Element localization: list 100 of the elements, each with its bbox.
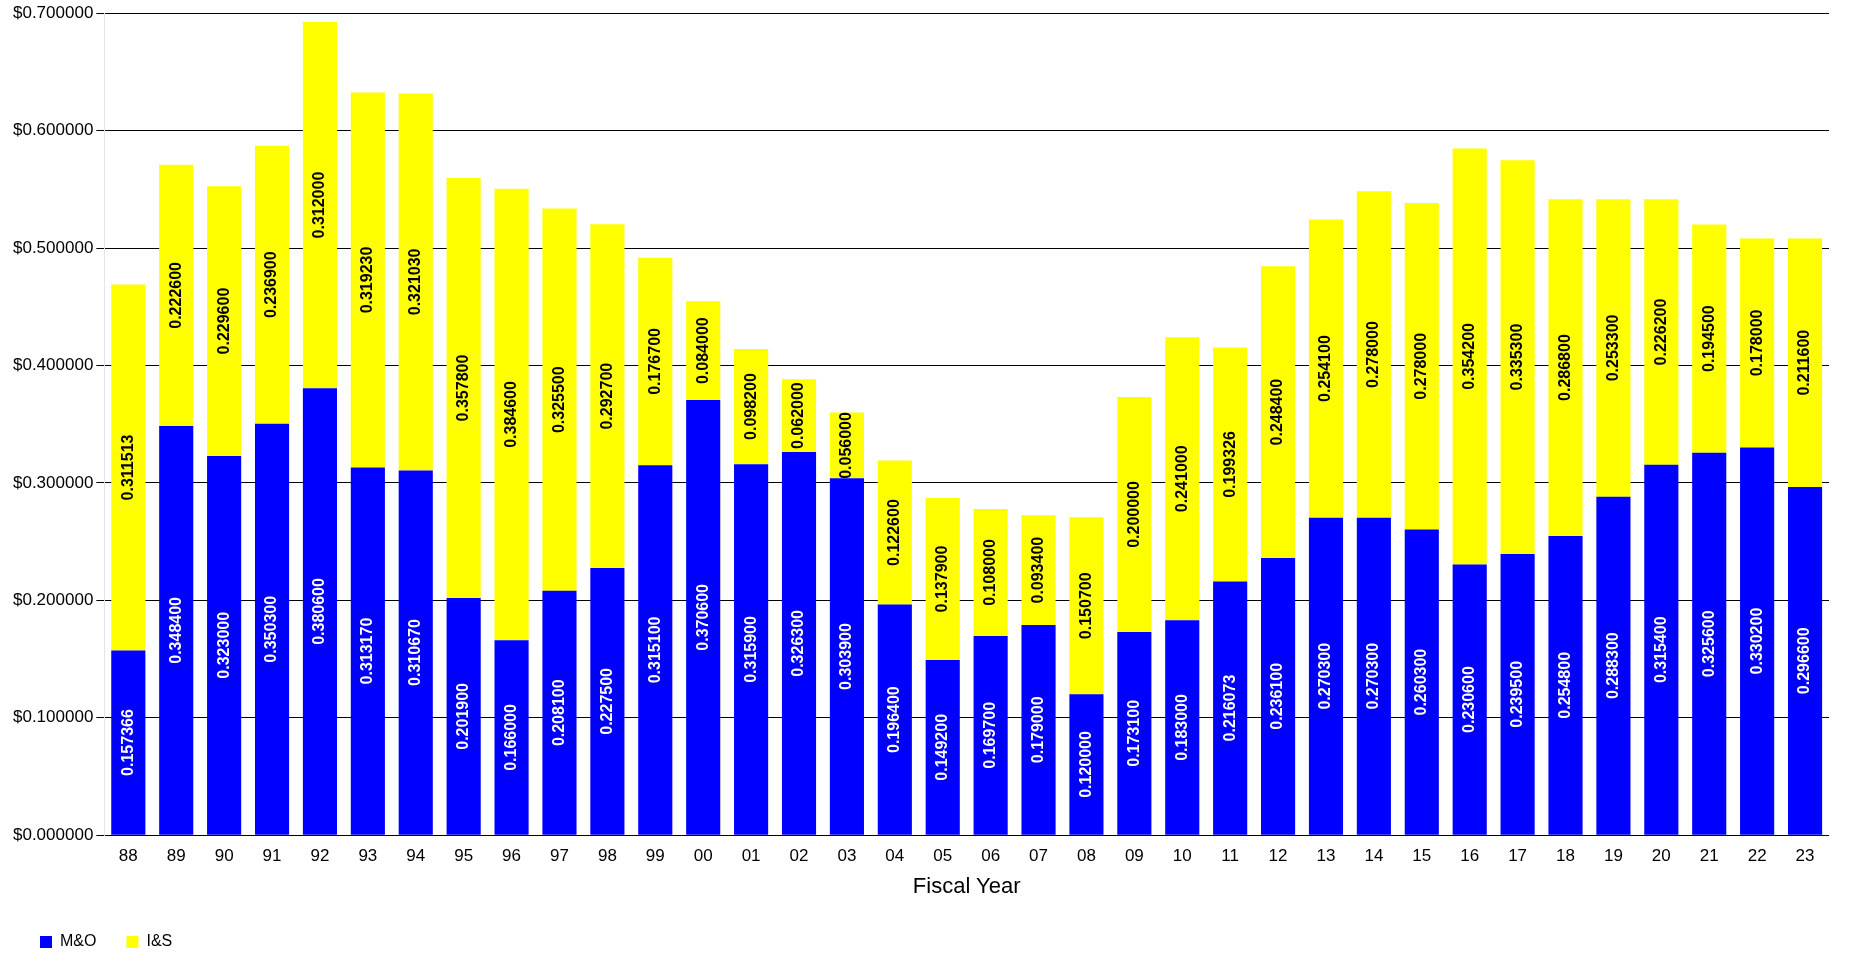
data-label: 0.098200 [741, 373, 759, 440]
bar [590, 224, 625, 569]
data-label: 0.200000 [1124, 481, 1142, 548]
y-tick-label: $0.200000 [12, 590, 94, 610]
bar [1213, 581, 1248, 835]
bar [1692, 224, 1727, 453]
data-label: 0.380600 [310, 578, 328, 645]
x-tick-label: 13 [1316, 846, 1336, 866]
data-label: 0.236100 [1268, 662, 1286, 730]
data-label: 0.229600 [214, 287, 232, 355]
bar [973, 635, 1008, 835]
data-label: 0.288300 [1603, 632, 1621, 700]
data-label: 0.194500 [1699, 305, 1717, 373]
data-label: 0.315100 [645, 616, 663, 684]
x-tick-label: 06 [981, 846, 1001, 866]
data-label: 0.326300 [789, 609, 807, 677]
bar [1213, 347, 1248, 582]
y-tick-label: $0.500000 [12, 237, 94, 257]
bar [494, 188, 529, 641]
x-tick-label: 03 [837, 846, 857, 866]
bar [207, 186, 242, 456]
x-tick-label: 92 [310, 846, 330, 866]
data-label: 0.260300 [1412, 648, 1430, 716]
x-tick-label: 99 [645, 846, 665, 866]
legend-label: I&S [146, 932, 173, 950]
x-tick-label: 17 [1508, 846, 1528, 866]
bar [734, 464, 769, 835]
data-label: 0.312000 [310, 171, 328, 239]
x-tick-label: 18 [1556, 846, 1575, 866]
data-label: 0.239500 [1508, 660, 1526, 728]
x-tick-label: 05 [933, 846, 953, 866]
data-label: 0.311513 [118, 434, 136, 501]
x-tick-label: 11 [1221, 846, 1239, 866]
x-tick-label: 96 [502, 846, 522, 866]
x-tick-label: 91 [262, 846, 282, 866]
bar [446, 598, 481, 835]
data-label: 0.278000 [1412, 332, 1430, 400]
x-tick-label: 21 [1699, 846, 1719, 866]
data-label: 0.236900 [262, 251, 280, 319]
data-label: 0.286800 [1555, 334, 1573, 401]
x-tick-label: 88 [118, 846, 138, 866]
bar [207, 455, 242, 835]
bar [1069, 694, 1104, 835]
data-label: 0.350300 [262, 595, 280, 663]
y-tick-label: $0.300000 [12, 472, 94, 492]
data-label: 0.296600 [1795, 627, 1813, 695]
bar [590, 568, 625, 835]
bar [542, 590, 577, 835]
data-label: 0.211600 [1795, 329, 1813, 396]
bar [494, 640, 529, 835]
data-label: 0.173100 [1124, 699, 1142, 767]
x-tick-label: 15 [1412, 846, 1432, 866]
bar [1261, 266, 1296, 558]
bar [159, 164, 194, 427]
bar [398, 470, 433, 835]
bar [638, 257, 673, 466]
data-label: 0.313170 [358, 617, 376, 685]
bar [111, 284, 146, 651]
data-label: 0.199326 [1220, 430, 1238, 498]
data-label: 0.270300 [1364, 642, 1382, 710]
data-label: 0.321030 [406, 248, 424, 316]
bar [1740, 447, 1775, 835]
data-label: 0.254100 [1316, 335, 1334, 402]
data-label: 0.178000 [1747, 309, 1765, 377]
x-tick-label: 97 [550, 846, 569, 866]
data-label: 0.108000 [981, 539, 999, 606]
x-tick-label: 94 [406, 846, 426, 866]
data-label: 0.176700 [645, 327, 663, 395]
data-label: 0.120000 [1076, 731, 1094, 798]
x-tick-label: 90 [214, 846, 234, 866]
data-label: 0.325600 [1699, 610, 1717, 678]
bar [1740, 238, 1775, 448]
data-label: 0.315900 [741, 616, 759, 683]
data-label: 0.226200 [1651, 298, 1669, 366]
x-tick-label: 22 [1747, 846, 1767, 866]
bar [1787, 486, 1823, 835]
data-label: 0.303900 [837, 623, 855, 690]
bar [1548, 535, 1583, 835]
x-tick-label: 93 [358, 846, 378, 866]
x-tick-label: 00 [693, 846, 713, 866]
y-tick-label: $0.700000 [12, 2, 94, 22]
bar [1500, 160, 1535, 554]
data-label: 0.254800 [1555, 651, 1573, 719]
x-tick-label: 09 [1124, 846, 1144, 866]
bar [1404, 203, 1439, 530]
bar [350, 92, 385, 468]
data-label: 0.084000 [693, 317, 711, 385]
data-label: 0.222600 [166, 261, 184, 329]
bar [1308, 219, 1344, 518]
bar [829, 478, 864, 835]
data-label: 0.201900 [454, 682, 472, 750]
y-tick-label: $0.000000 [12, 824, 94, 844]
data-label: 0.230600 [1460, 666, 1478, 733]
data-label: 0.216073 [1220, 674, 1238, 742]
data-label: 0.370600 [693, 583, 711, 651]
x-tick-label: 04 [885, 846, 905, 866]
x-tick-label: 07 [1029, 846, 1048, 866]
bar [446, 177, 481, 599]
y-tick-label: $0.100000 [12, 707, 94, 727]
x-tick-label: 95 [454, 846, 474, 866]
